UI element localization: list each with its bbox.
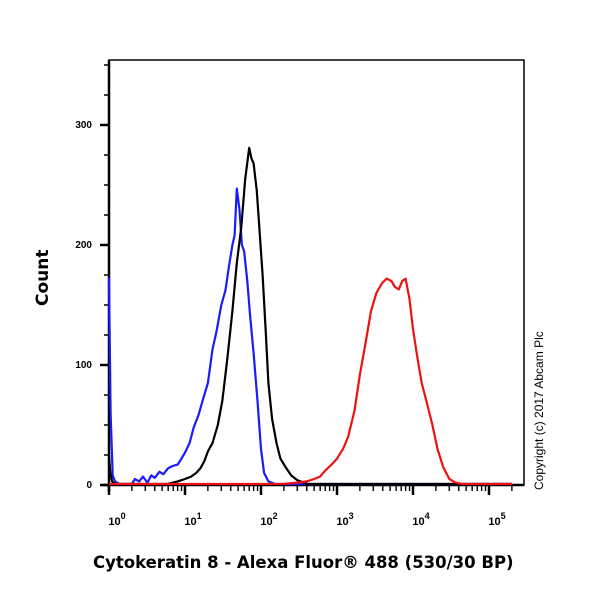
y-tick-label: 300 (75, 120, 92, 131)
x-axis-ticks: 100 101 102 103 104 105 (107, 485, 513, 528)
copyright-watermark: Copyright (c) 2017 Abcam Plc (532, 331, 546, 490)
series-line-red (109, 277, 512, 486)
plot-frame (108, 59, 525, 486)
x-tick-label: 102 (260, 511, 277, 528)
x-tick-label: 101 (184, 511, 201, 528)
y-tick-label: 100 (75, 360, 92, 371)
x-tick-label: 100 (108, 511, 125, 528)
y-tick-label: 200 (75, 240, 92, 251)
y-tick-label: 0 (86, 480, 92, 491)
y-axis-title: Count (33, 250, 53, 307)
x-axis-title: Cytokeratin 8 - Alexa Fluor® 488 (530/30… (93, 553, 514, 572)
x-tick-label: 103 (336, 511, 353, 528)
x-tick-label: 104 (412, 511, 429, 528)
y-axis-ticks: 0 100 200 300 (75, 64, 109, 491)
series-line-black (107, 146, 512, 486)
x-tick-label: 105 (488, 511, 505, 528)
histogram-series (107, 146, 512, 486)
series-line-blue (107, 187, 512, 486)
